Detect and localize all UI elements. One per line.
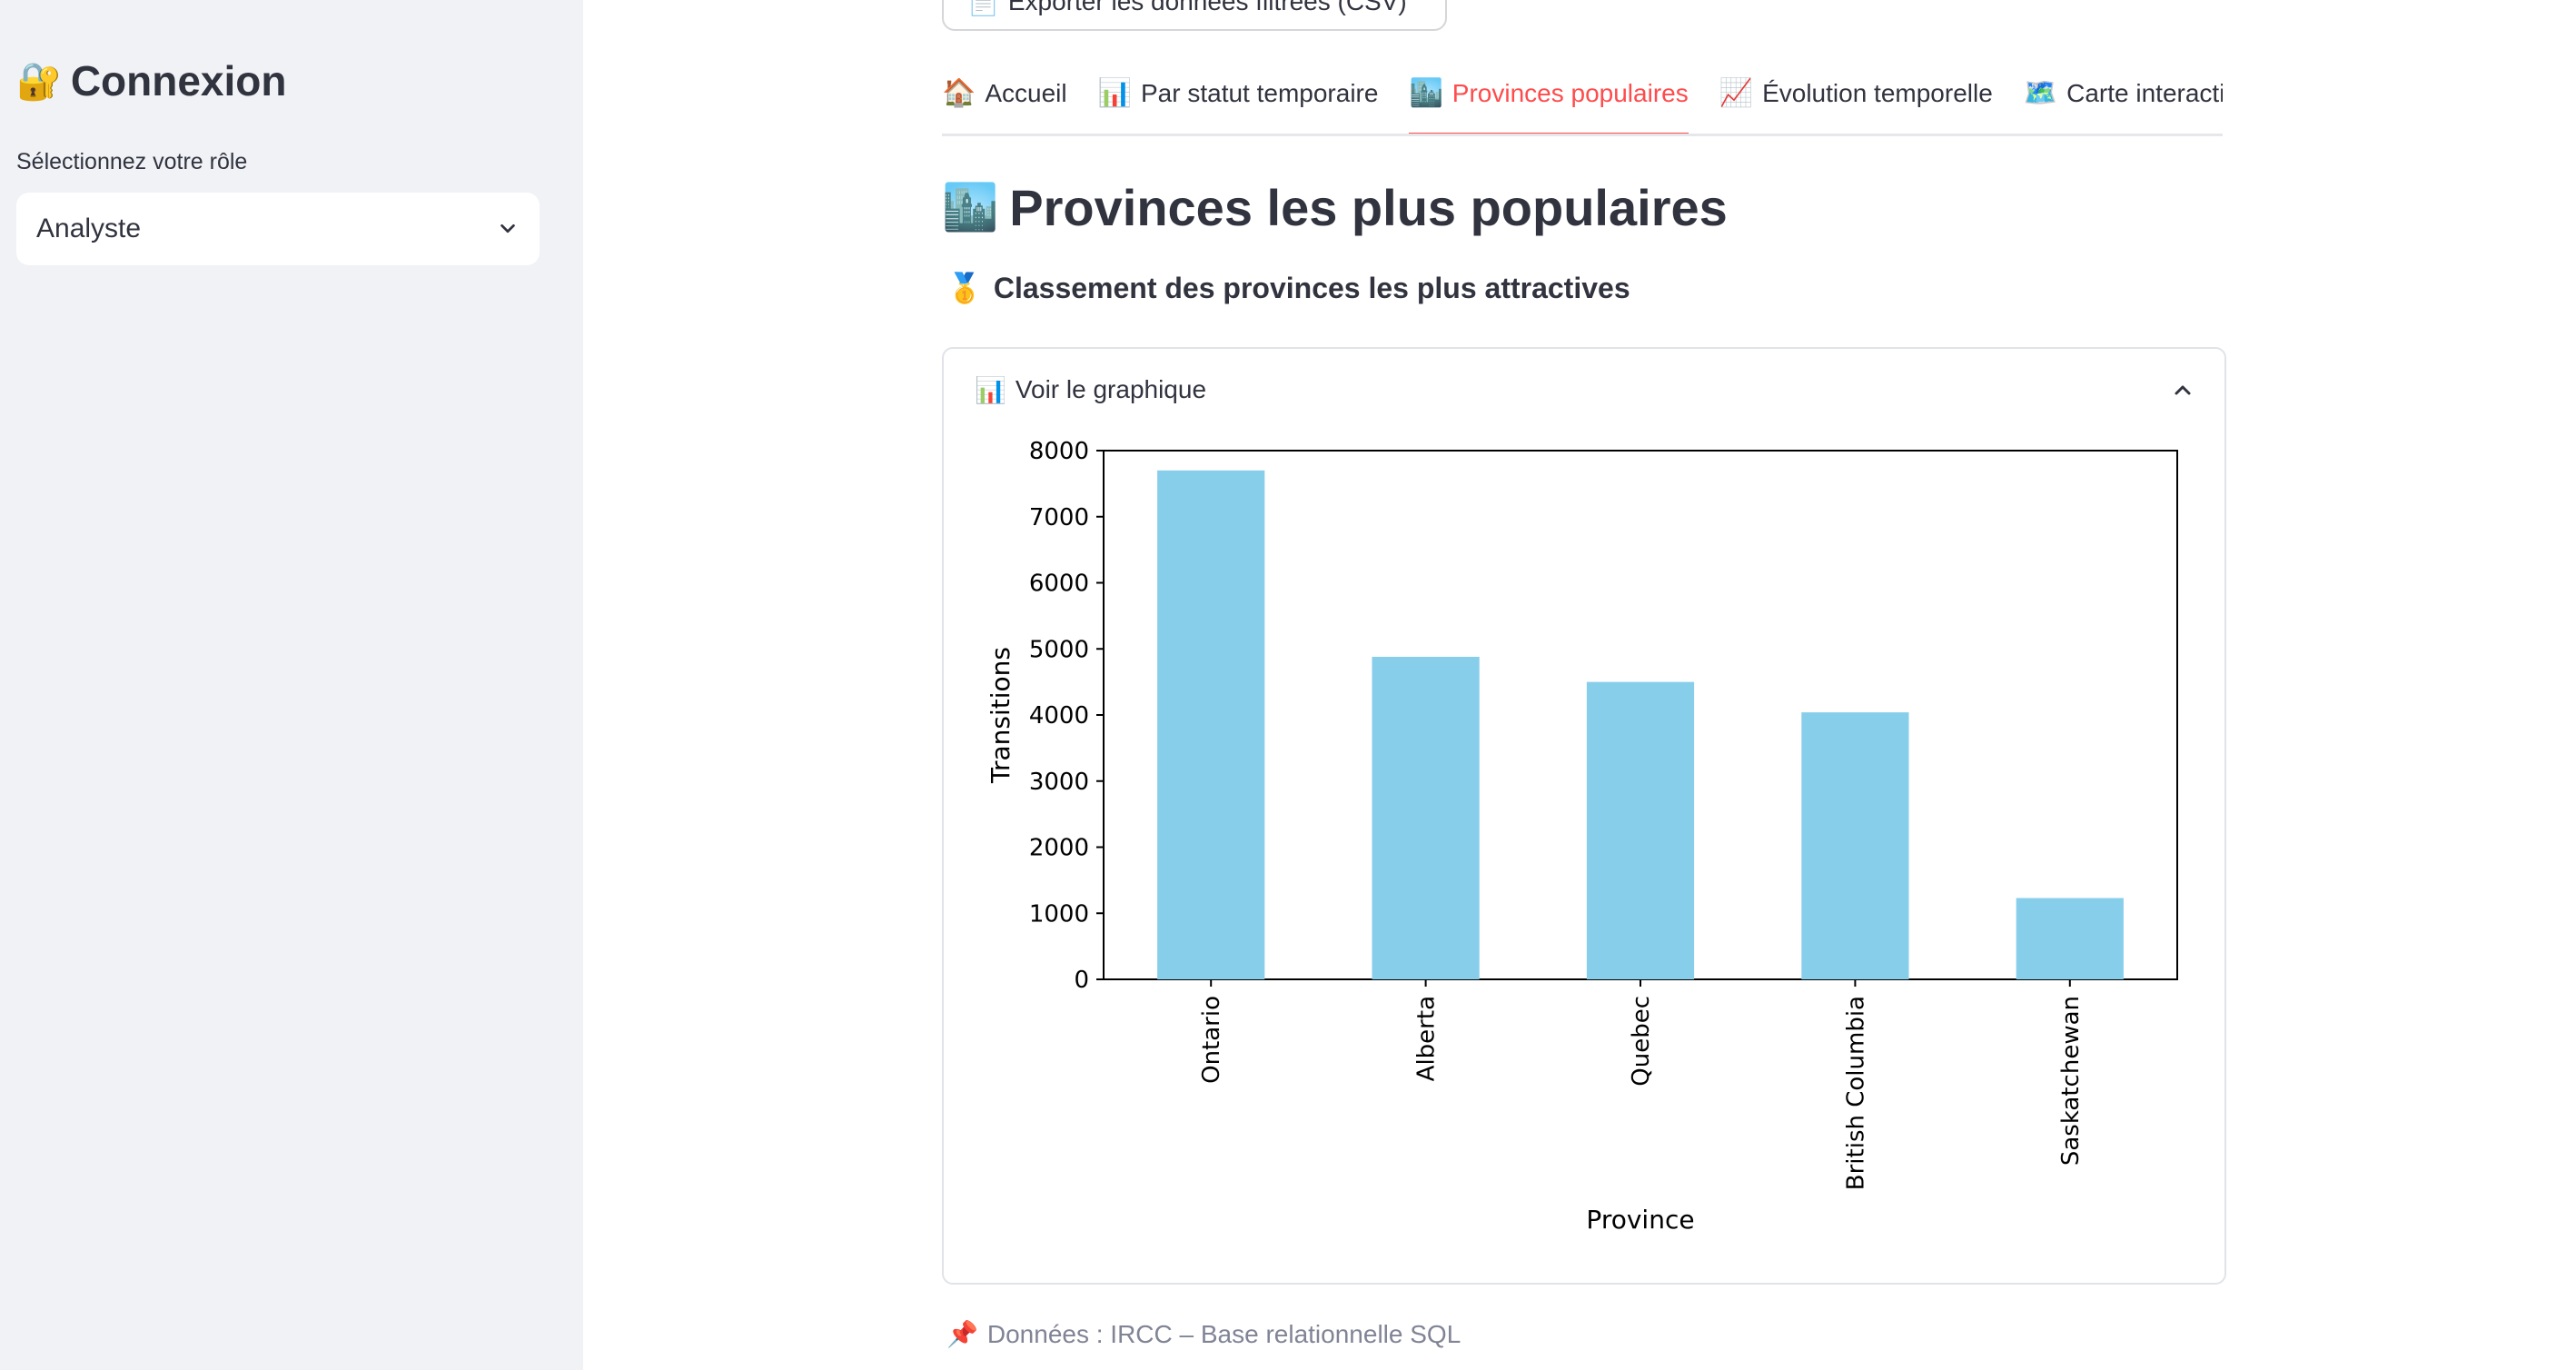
lock-key-icon: 🔐 — [16, 61, 62, 102]
x-tick-label: Alberta — [1413, 996, 1441, 1081]
data-source-text: Données : IRCC – Base relationnelle SQL — [986, 1319, 1461, 1348]
role-label: Sélectionnez votre rôle — [16, 149, 248, 174]
map-icon: 🗺️ — [2023, 78, 2058, 108]
bar-alberta — [1372, 656, 1480, 979]
section-subtitle-text: Classement des provinces les plus attrac… — [993, 271, 1630, 304]
document-icon: 📄 — [967, 0, 999, 16]
y-tick-label: 8000 — [1029, 438, 1089, 465]
export-csv-label: Exporter les données filtrées (CSV) — [1007, 0, 1407, 15]
trend-chart-icon: 📈 — [1719, 78, 1754, 108]
tab-par-statut-temporaire[interactable]: 📊 Par statut temporaire — [1098, 73, 1379, 134]
bar-chart-icon: 📊 — [975, 375, 1006, 404]
expander-header[interactable]: 📊 Voir le graphique — [944, 349, 2224, 431]
tab-provinces-populaires[interactable]: 🏙️ Provinces populaires — [1409, 73, 1689, 134]
sidebar-title-text: Connexion — [70, 57, 287, 104]
bar-british-columbia — [1801, 712, 1909, 979]
bar-chart-icon: 📊 — [1097, 78, 1132, 108]
y-tick-label: 2000 — [1029, 835, 1089, 862]
province-bar-chart: 0 1000 2000 3000 4000 5000 6000 7000 8000 Ontari… — [986, 438, 2178, 1235]
chart-expander: 📊 Voir le graphique 0 1000 2000 3000 4000 500… — [942, 347, 2226, 1285]
y-tick-label: 5000 — [1029, 636, 1089, 663]
house-icon: 🏠 — [942, 78, 976, 108]
main-content: 📄 Exporter les données filtrées (CSV) 🏠 … — [583, 0, 2576, 1370]
y-tick-label: 6000 — [1029, 571, 1089, 598]
tab-accueil[interactable]: 🏠 Accueil — [942, 73, 1067, 134]
chevron-down-icon — [500, 223, 515, 233]
tab-label: Carte interactive — [2066, 79, 2223, 107]
expander-label: Voir le graphique — [1015, 375, 1207, 403]
x-tick-label: British Columbia — [1842, 996, 1869, 1190]
y-tick-label: 4000 — [1029, 702, 1089, 730]
role-select-value: Analyste — [36, 213, 142, 243]
y-tick-label: 7000 — [1029, 504, 1089, 531]
section-subtitle: 🥇 Classement des provinces les plus attr… — [946, 271, 1630, 305]
tab-label: Accueil — [985, 79, 1067, 107]
tab-bar: 🏠 Accueil 📊 Par statut temporaire 🏙️ Pro… — [942, 73, 2223, 136]
x-tick-label: Ontario — [1198, 996, 1225, 1084]
sidebar-title: 🔐 Connexion — [16, 56, 286, 105]
sidebar: 🔐 Connexion Sélectionnez votre rôle Anal… — [0, 0, 583, 1370]
x-axis-label: Province — [1586, 1205, 1694, 1235]
x-tick-label: Quebec — [1628, 996, 1655, 1087]
cityscape-icon: 🏙️ — [942, 182, 999, 233]
chevron-up-icon — [2175, 385, 2191, 395]
tab-label: Évolution temporelle — [1762, 79, 1993, 107]
y-axis-label: Transitions — [986, 647, 1016, 784]
bar-ontario — [1157, 470, 1265, 979]
y-tick-label: 0 — [1074, 967, 1089, 994]
page-title: 🏙️ Provinces les plus populaires — [942, 178, 1728, 237]
tab-carte-interactive[interactable]: 🗺️ Carte interactive — [2024, 73, 2223, 134]
pushpin-icon: 📌 — [946, 1320, 978, 1348]
tab-evolution-temporelle[interactable]: 📈 Évolution temporelle — [1719, 73, 1993, 134]
page-title-text: Provinces les plus populaires — [1009, 179, 1728, 236]
medal-icon: 🥇 — [946, 272, 983, 304]
cityscape-icon: 🏙️ — [1409, 78, 1443, 108]
export-csv-button[interactable]: 📄 Exporter les données filtrées (CSV) — [942, 0, 1447, 31]
tab-label: Par statut temporaire — [1140, 79, 1379, 107]
data-source-note: 📌 Données : IRCC – Base relationnelle SQ… — [946, 1319, 1461, 1349]
role-select[interactable]: Analyste — [16, 193, 540, 265]
y-tick-label: 1000 — [1029, 900, 1089, 928]
bar-saskatchewan — [2016, 898, 2124, 979]
y-tick-label: 3000 — [1029, 769, 1089, 796]
bar-quebec — [1586, 681, 1695, 979]
x-tick-label: Saskatchewan — [2057, 996, 2085, 1166]
tab-label: Provinces populaires — [1451, 79, 1689, 107]
